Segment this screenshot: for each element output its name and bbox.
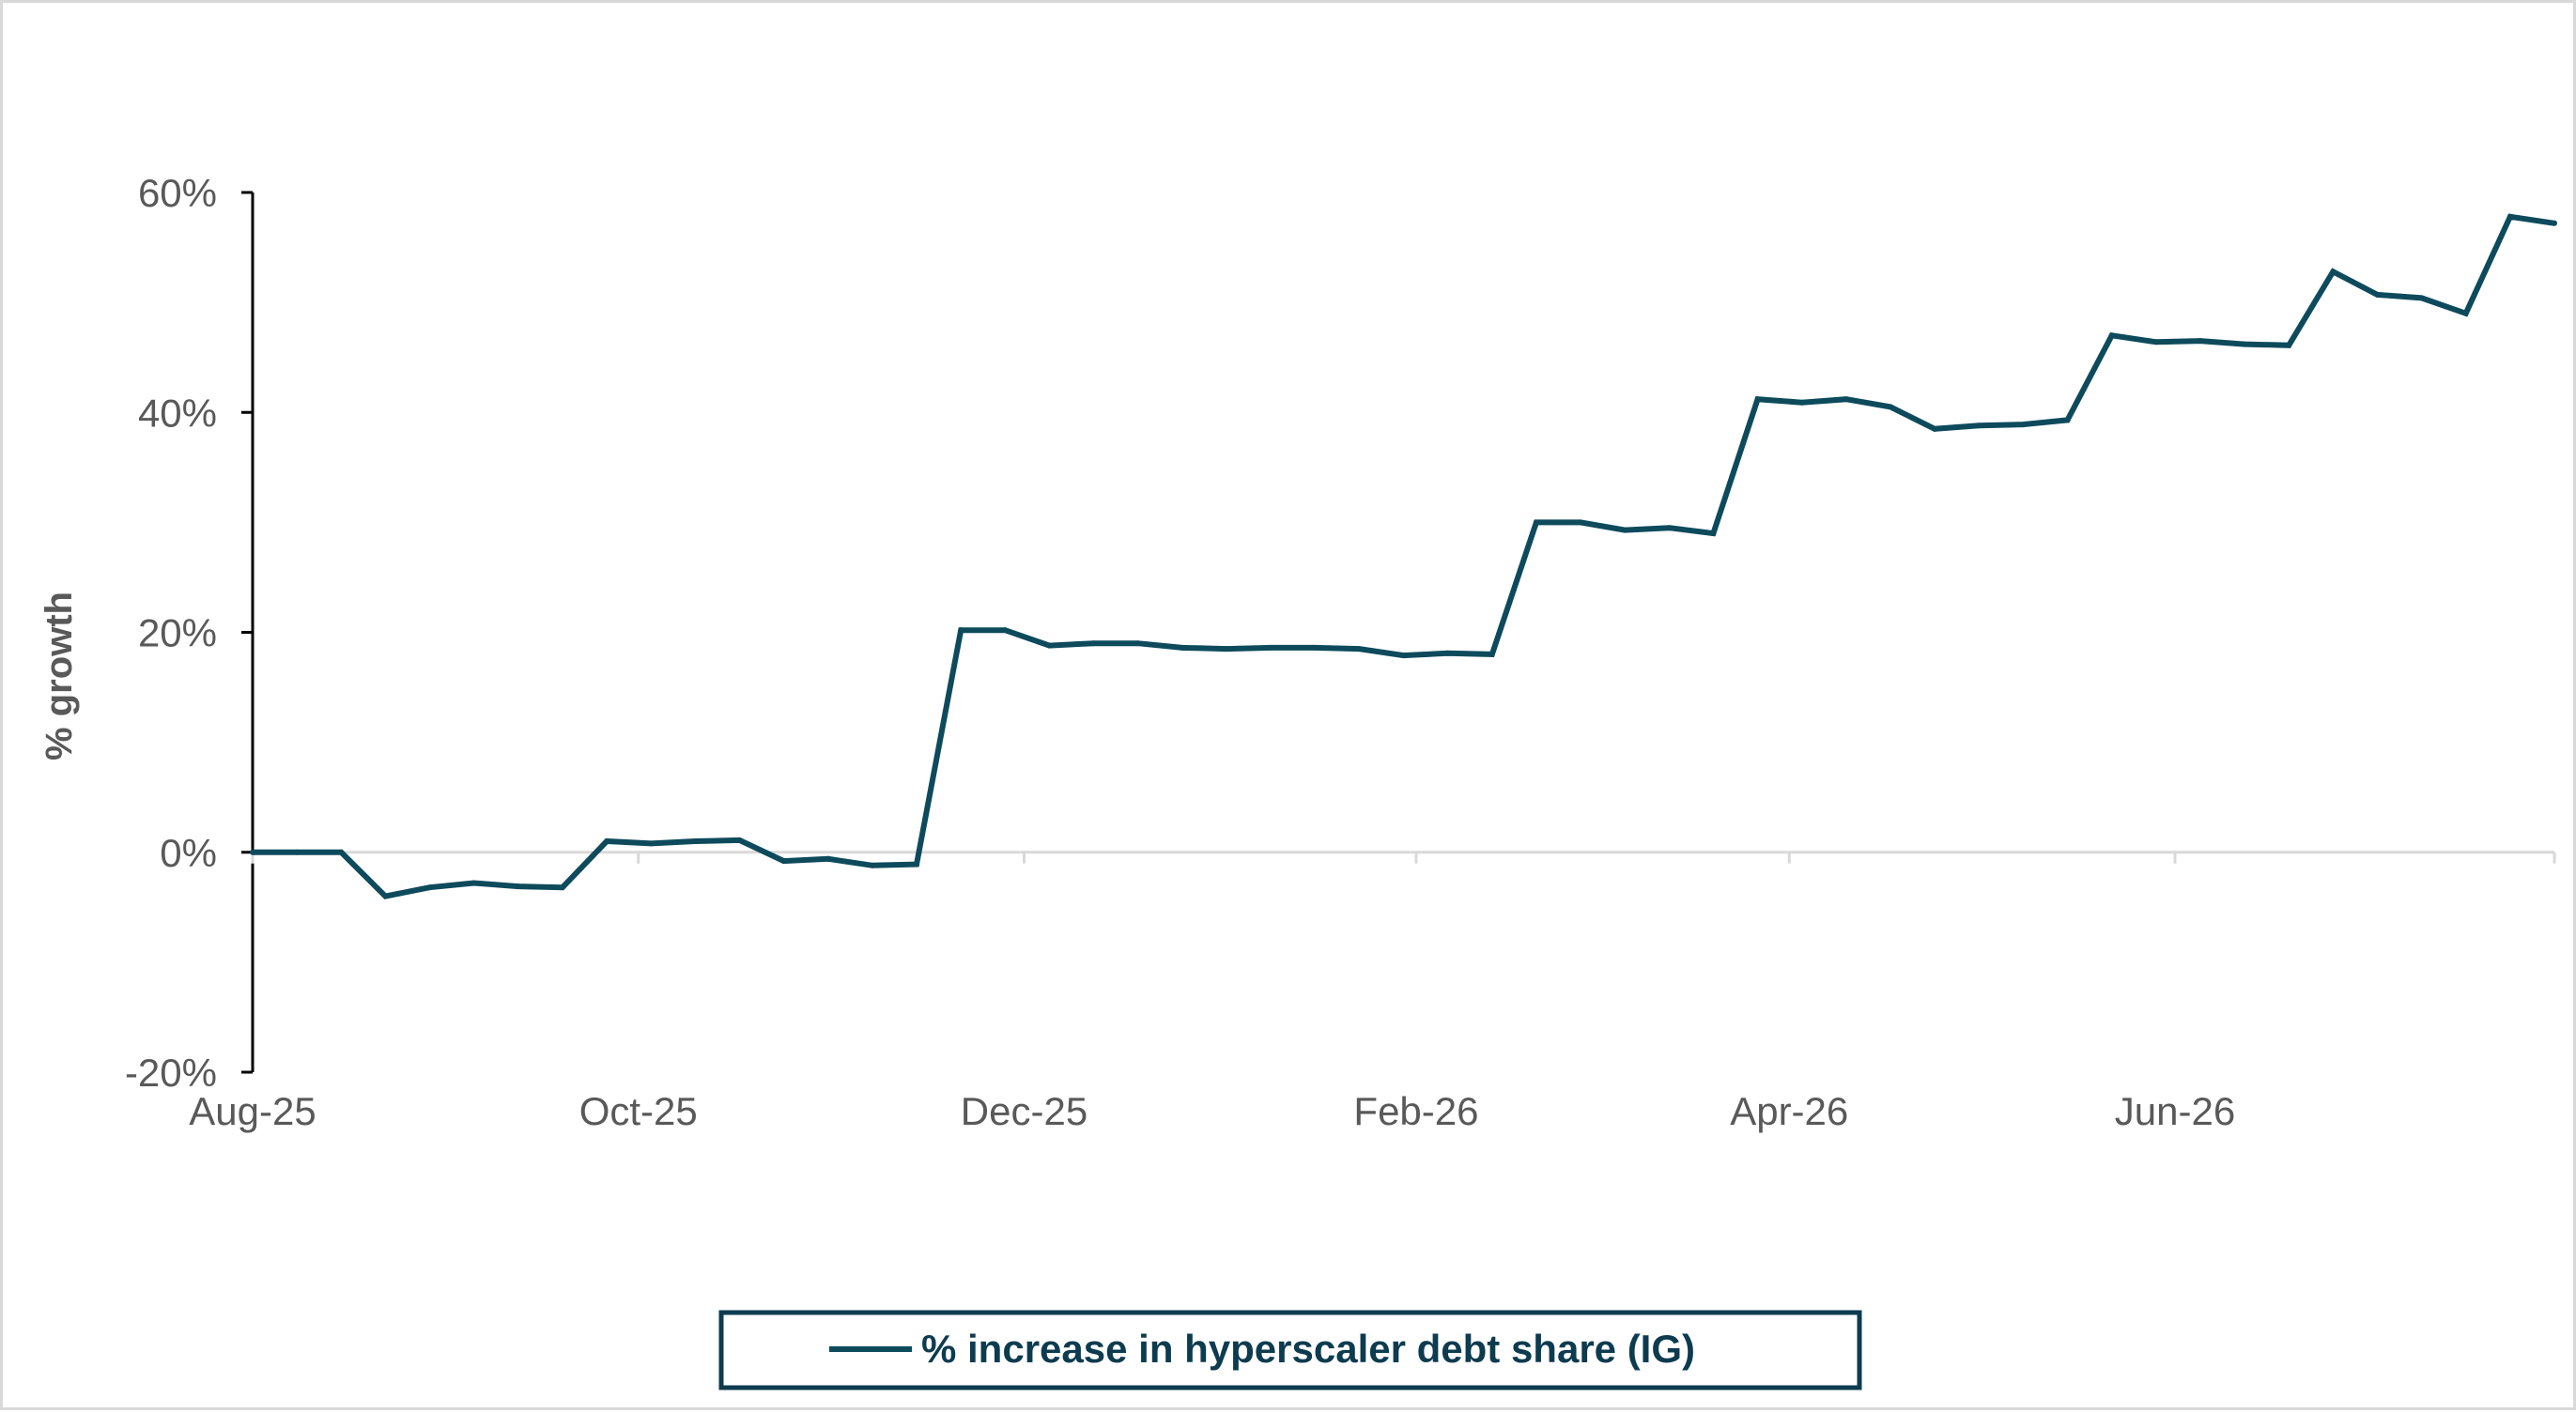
data-point <box>1710 530 1717 537</box>
data-point <box>1134 640 1141 647</box>
data-point <box>604 838 610 845</box>
data-point <box>958 627 964 634</box>
y-tick-label: 20% <box>138 611 217 655</box>
data-point <box>1932 425 1938 432</box>
x-tick-label: Aug-25 <box>189 1089 316 1133</box>
data-point <box>1843 396 1849 403</box>
data-point <box>780 858 787 865</box>
data-point <box>1090 640 1097 647</box>
data-point <box>426 884 433 891</box>
data-point <box>2552 220 2557 226</box>
data-point <box>1400 653 1407 659</box>
data-point <box>2374 291 2381 298</box>
data-point <box>825 855 831 862</box>
data-point <box>2462 310 2469 316</box>
data-point <box>2064 417 2071 423</box>
data-point <box>382 893 389 899</box>
data-point <box>2152 339 2159 346</box>
data-point <box>1533 519 1539 526</box>
series-line <box>253 213 2555 899</box>
data-point <box>515 883 521 890</box>
data-point <box>1666 525 1673 531</box>
data-point <box>692 838 699 845</box>
data-point <box>1444 650 1451 656</box>
data-point <box>2020 422 2027 428</box>
data-point <box>2507 213 2513 220</box>
data-point <box>1312 644 1319 651</box>
data-point <box>2197 338 2203 345</box>
data-point <box>1622 527 1628 533</box>
series-group <box>250 213 2557 899</box>
x-tick-label: Apr-26 <box>1730 1089 1848 1133</box>
y-tick-label: 0% <box>160 831 217 875</box>
x-tick-label: Jun-26 <box>2115 1089 2235 1133</box>
line-chart: -20% 0% 20% 40% 60% Aug-25 Oct-25 Dec-25 Feb-26… <box>39 171 2557 1390</box>
y-tick-labels-group: -20% 0% 20% 40% 60% <box>125 171 217 1095</box>
legend: % increase in hyperscaler debt share (IG… <box>718 1310 1862 1390</box>
data-point <box>1754 396 1761 403</box>
data-point <box>250 849 255 855</box>
data-point <box>1578 519 1584 526</box>
data-point <box>2242 341 2248 347</box>
y-axis-title: % growth <box>39 591 80 760</box>
data-point <box>2286 342 2292 348</box>
data-point <box>648 840 655 847</box>
data-point <box>1976 422 1982 429</box>
y-tick-label: 40% <box>138 391 217 435</box>
data-point <box>470 880 477 886</box>
data-point <box>1179 644 1185 651</box>
data-point <box>2418 295 2425 301</box>
data-point <box>1798 399 1805 406</box>
data-point <box>1002 627 1009 634</box>
y-tick-label: 60% <box>138 171 217 215</box>
axes-group <box>241 191 2556 1074</box>
data-point <box>1489 651 1495 657</box>
data-point <box>1268 644 1274 651</box>
x-tick-label: Feb-26 <box>1353 1089 1478 1133</box>
data-point <box>2330 269 2337 275</box>
x-tick-labels-group: Aug-25 Oct-25 Dec-25 Feb-26 Apr-26 Jun-26 <box>189 1089 2235 1133</box>
data-point <box>294 849 301 855</box>
data-point <box>736 837 743 843</box>
legend-label: % increase in hyperscaler debt share (IG… <box>921 1327 1695 1371</box>
data-point <box>1223 646 1229 653</box>
y-tick-label: -20% <box>125 1051 217 1095</box>
data-point <box>1887 404 1893 410</box>
data-point <box>914 861 920 868</box>
data-point <box>869 862 875 868</box>
x-tick-label: Oct-25 <box>579 1089 698 1133</box>
data-point <box>559 884 565 891</box>
x-tick-label: Dec-25 <box>961 1089 1087 1133</box>
data-point <box>338 849 345 855</box>
data-point <box>1356 646 1363 653</box>
data-point <box>2108 332 2115 339</box>
data-point <box>1046 642 1053 649</box>
